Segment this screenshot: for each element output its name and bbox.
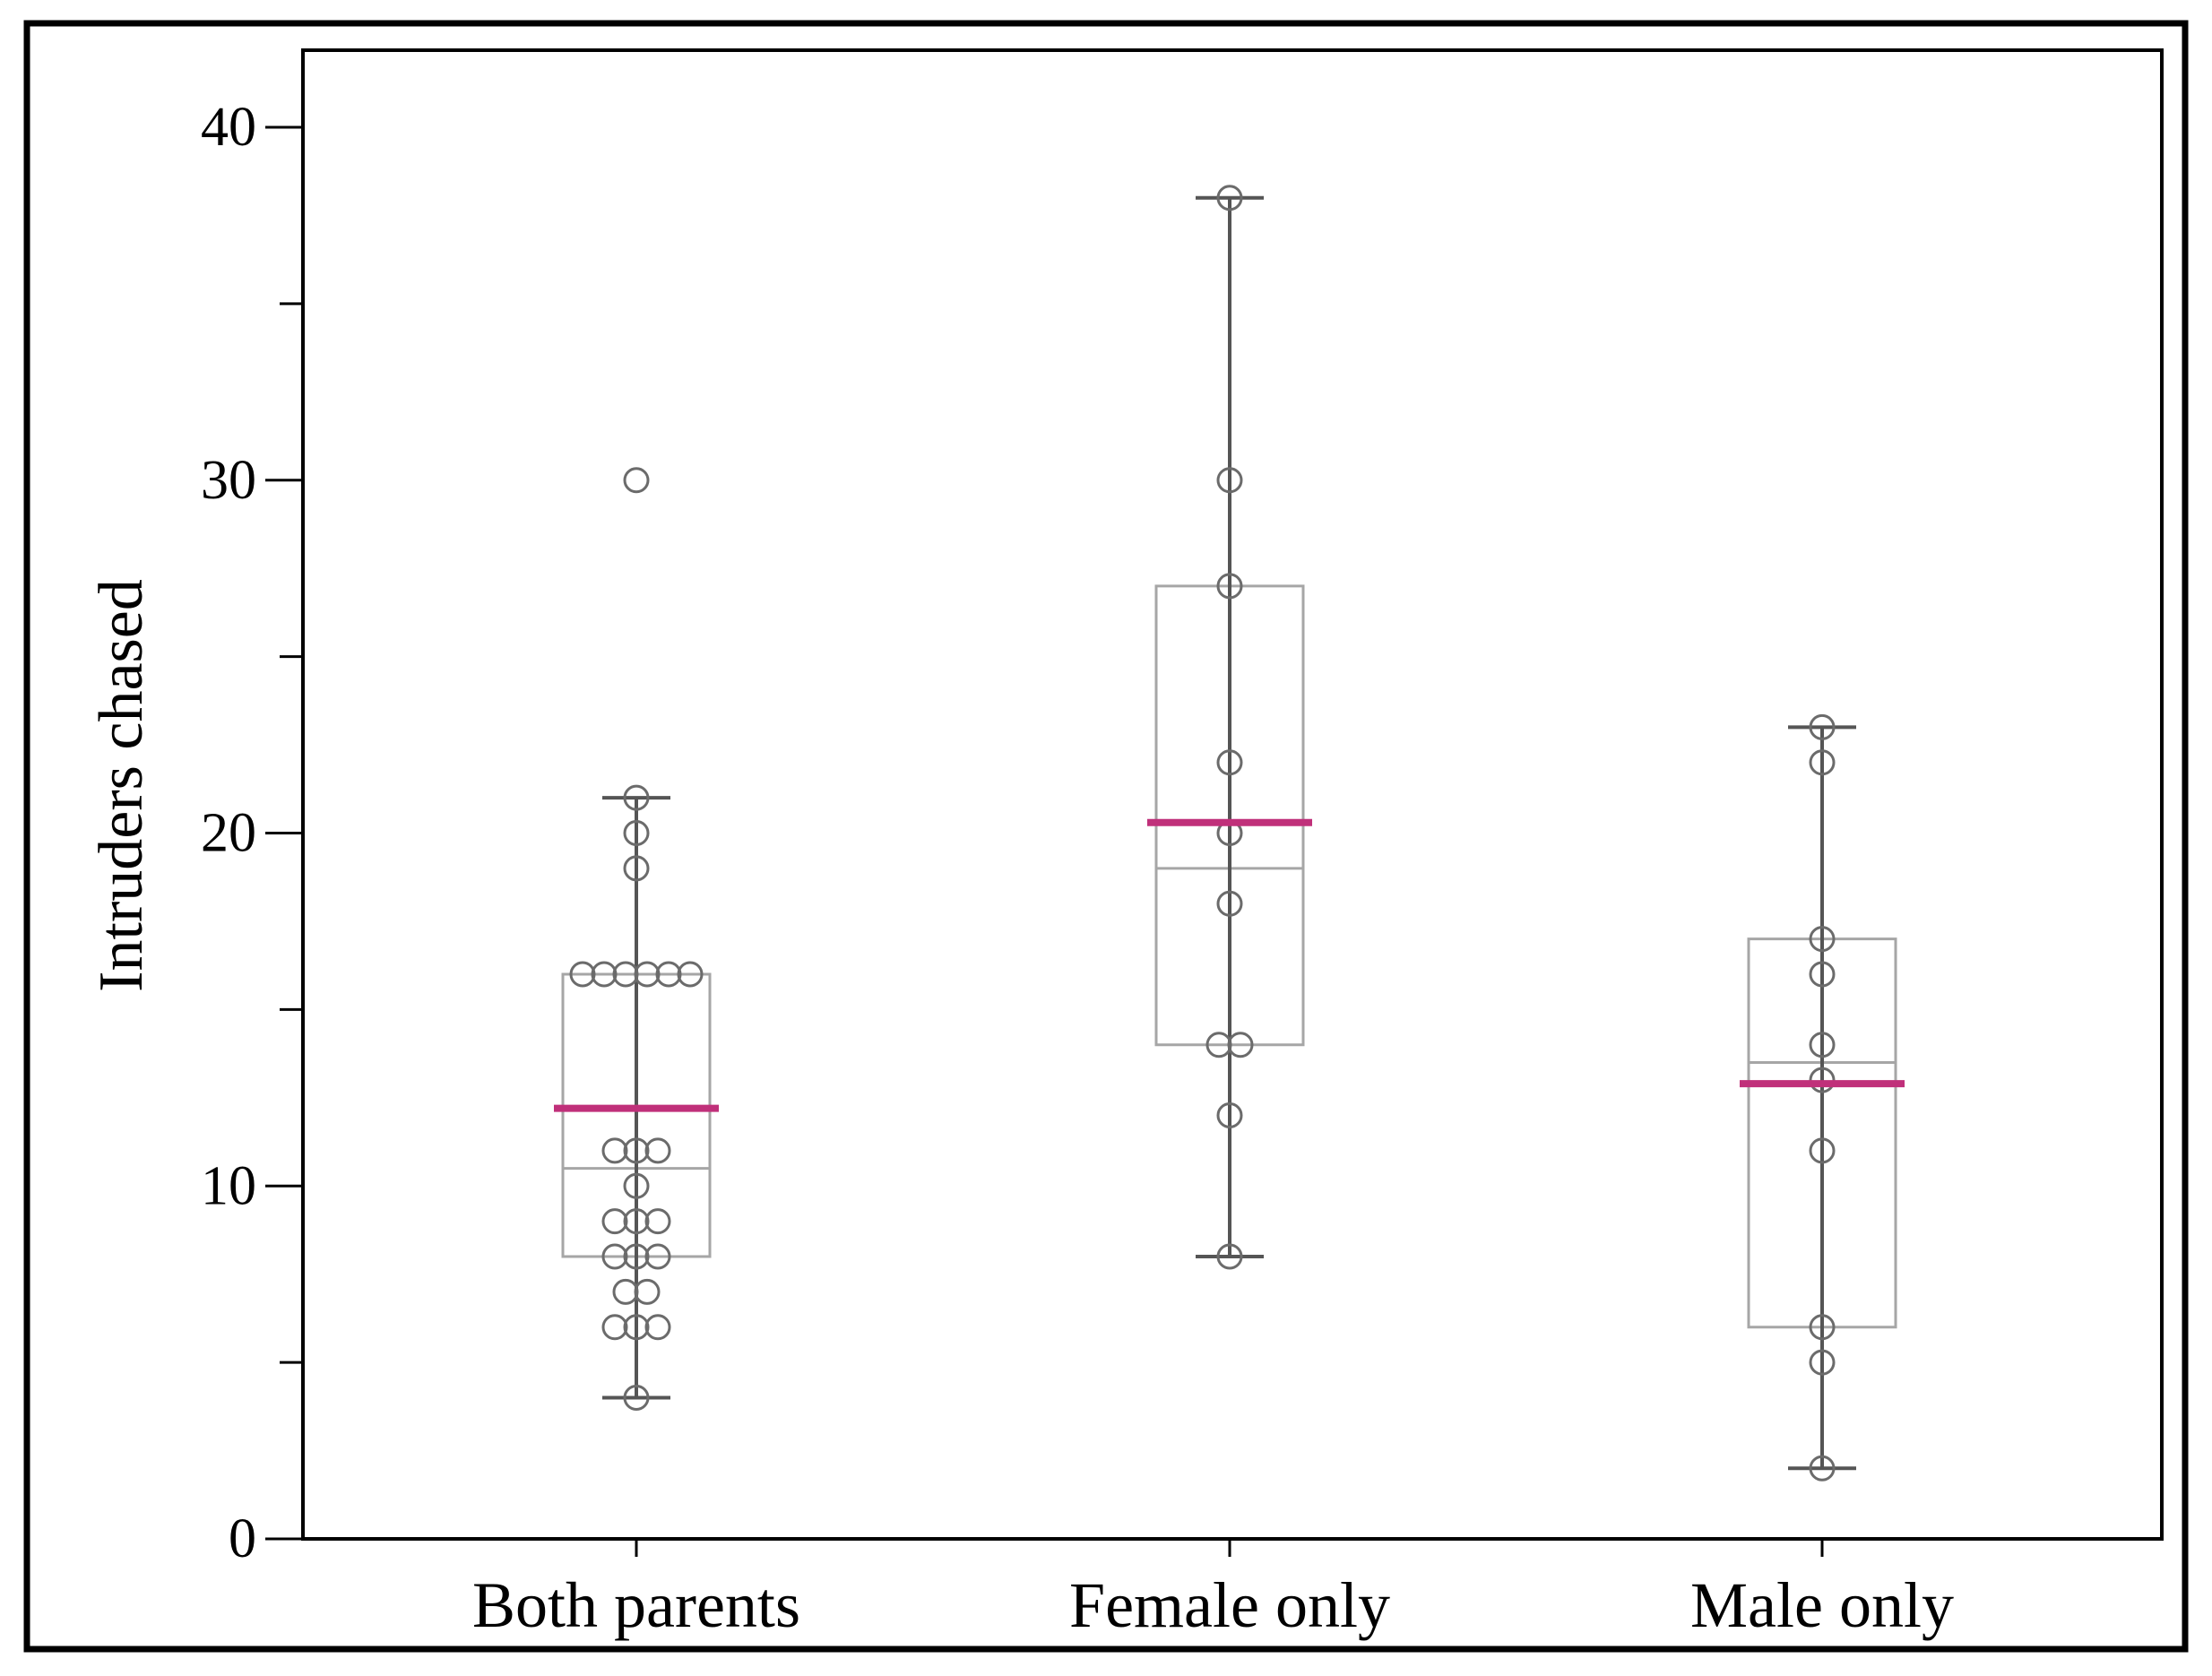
data-point — [1809, 961, 1836, 988]
data-point — [1216, 467, 1243, 494]
box-groups — [554, 185, 1905, 1482]
data-point — [634, 961, 661, 988]
data-point — [623, 784, 650, 811]
data-point — [1216, 1243, 1243, 1270]
data-point — [569, 961, 596, 988]
data-point — [623, 855, 650, 882]
data-point — [1809, 1032, 1836, 1058]
box-group — [1740, 713, 1905, 1482]
data-point — [1216, 185, 1243, 212]
y-tick-label: 40 — [201, 97, 256, 158]
data-point — [612, 961, 639, 988]
y-tick-label: 10 — [201, 1155, 256, 1216]
x-category-label: Male only — [1690, 1569, 1954, 1641]
y-tick-label: 20 — [201, 803, 256, 864]
y-axis-title: Intruders chased — [87, 579, 156, 992]
data-point — [1205, 1032, 1232, 1058]
data-point — [623, 1314, 650, 1341]
data-point — [1809, 713, 1836, 740]
data-point — [591, 961, 618, 988]
box-group — [554, 467, 719, 1411]
plot-area — [301, 48, 2164, 1541]
data-point — [1216, 890, 1243, 917]
x-category-label: Female only — [1069, 1569, 1390, 1641]
data-point — [1809, 1349, 1836, 1376]
data-point — [655, 961, 682, 988]
data-point — [601, 1243, 628, 1270]
data-point — [623, 820, 650, 846]
x-category-label: Both parents — [472, 1569, 800, 1641]
data-point — [1809, 926, 1836, 953]
data-point — [644, 1208, 671, 1235]
data-point — [623, 1243, 650, 1270]
data-point — [1809, 749, 1836, 776]
y-tick-label: 30 — [201, 450, 256, 511]
y-axis: 0 10 20 30 40 — [201, 97, 303, 1569]
data-point — [1809, 1455, 1836, 1482]
data-point — [623, 1172, 650, 1199]
data-point — [601, 1137, 628, 1164]
outer-border — [23, 20, 2189, 1653]
data-point — [623, 467, 650, 494]
data-point — [1216, 749, 1243, 776]
data-point — [1227, 1032, 1254, 1058]
data-point — [601, 1314, 628, 1341]
data-point — [634, 1278, 661, 1305]
data-point — [1216, 1102, 1243, 1128]
data-point — [623, 1208, 650, 1235]
data-point — [644, 1314, 671, 1341]
data-point — [623, 1137, 650, 1164]
data-point — [644, 1243, 671, 1270]
data-point — [1216, 573, 1243, 600]
data-point — [677, 961, 704, 988]
box-group — [1147, 185, 1312, 1270]
y-tick-label: 0 — [229, 1508, 256, 1569]
data-point — [1809, 1314, 1836, 1341]
x-axis: Both parents Female only Male only — [472, 1539, 1954, 1641]
data-point — [644, 1137, 671, 1164]
data-point — [623, 1385, 650, 1411]
data-point — [612, 1278, 639, 1305]
data-point — [1809, 1137, 1836, 1164]
data-point — [601, 1208, 628, 1235]
